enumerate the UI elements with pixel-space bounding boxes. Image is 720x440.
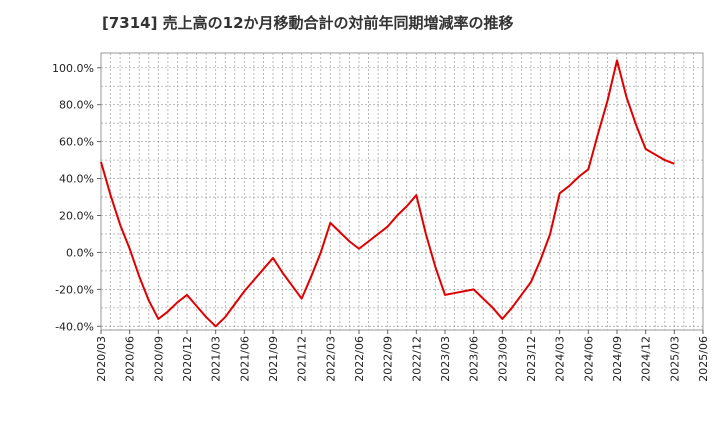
- x-tick-label: 2025/06: [697, 336, 710, 382]
- x-tick-label: 2023/09: [496, 336, 509, 382]
- x-tick-label: 2021/03: [210, 336, 223, 382]
- y-tick-label: 100.0%: [52, 62, 94, 75]
- x-tick-label: 2022/06: [353, 336, 366, 382]
- grid-lines: [100, 53, 704, 330]
- chart-title: [7314] 売上高の12か月移動合計の対前年同期増減率の推移: [102, 14, 514, 32]
- plot-area: [101, 53, 703, 330]
- x-tick-label: 2023/03: [439, 336, 452, 382]
- x-axis-ticks: 2020/03 2020/06 2020/09 2020/12 2021/03 2021/…: [95, 330, 710, 382]
- y-axis-ticks: -40.0% -20.0% 0.0% 20.0% 40.0% 60.0% 80.0% 100.…: [52, 62, 101, 333]
- x-tick-label: 2021/09: [267, 336, 280, 382]
- x-tick-label: 2020/12: [181, 336, 194, 382]
- y-tick-label: 80.0%: [59, 99, 94, 112]
- x-tick-label: 2020/03: [95, 336, 108, 382]
- x-tick-label: 2024/06: [582, 336, 595, 382]
- y-tick-label: 0.0%: [66, 246, 94, 259]
- plot-frame: [100, 52, 704, 331]
- x-tick-label: 2024/12: [640, 336, 653, 382]
- x-tick-label: 2021/06: [238, 336, 251, 382]
- x-tick-label: 2020/09: [152, 336, 165, 382]
- y-tick-label: 20.0%: [59, 210, 94, 223]
- y-tick-label: -20.0%: [55, 283, 94, 296]
- x-tick-label: 2022/12: [410, 336, 423, 382]
- x-tick-label: 2020/06: [124, 336, 137, 382]
- y-tick-label: -40.0%: [55, 320, 94, 333]
- x-tick-label: 2024/03: [554, 336, 567, 382]
- x-tick-label: 2023/06: [468, 336, 481, 382]
- x-tick-label: 2022/03: [324, 336, 337, 382]
- x-tick-label: 2023/12: [525, 336, 538, 382]
- x-tick-label: 2024/09: [611, 336, 624, 382]
- y-tick-label: 60.0%: [59, 136, 94, 149]
- x-tick-label: 2022/09: [382, 336, 395, 382]
- x-tick-label: 2025/03: [668, 336, 681, 382]
- series-line: [100, 59, 675, 328]
- y-tick-label: 40.0%: [59, 173, 94, 186]
- series-group: [100, 59, 675, 328]
- x-tick-label: 2021/12: [296, 336, 309, 382]
